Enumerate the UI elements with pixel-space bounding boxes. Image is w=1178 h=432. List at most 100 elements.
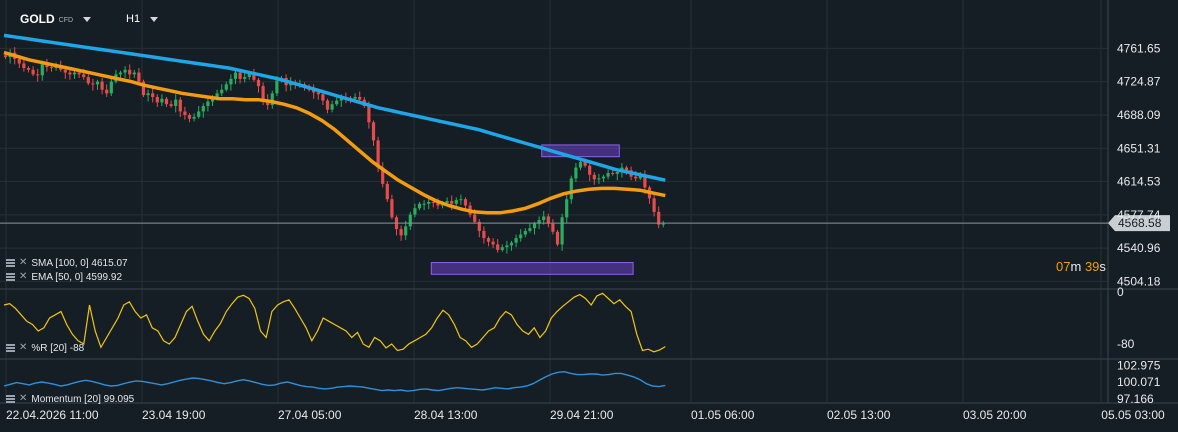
williams-r-line — [3, 292, 666, 353]
candle — [151, 93, 155, 97]
highlight-box — [541, 144, 620, 158]
candle — [275, 80, 279, 94]
candle — [574, 167, 578, 179]
candle — [519, 234, 523, 239]
candle — [123, 69, 127, 73]
candle — [431, 201, 435, 203]
candle — [132, 72, 136, 75]
chevron-down-icon[interactable] — [83, 16, 92, 22]
candle — [335, 100, 339, 105]
candle — [597, 178, 601, 180]
candle — [528, 228, 532, 231]
momentum-axis-tick: 100.071 — [1117, 375, 1161, 389]
candle — [560, 217, 564, 245]
momentum-legend: ✕ Momentum [20] 99.095 — [6, 393, 134, 405]
time-axis-tick: 03.05 20:00 — [963, 408, 1027, 422]
symbol-selector[interactable]: GOLD CFD — [20, 10, 92, 28]
candle — [261, 86, 265, 100]
candle — [233, 72, 238, 79]
candle — [178, 99, 182, 112]
candle — [657, 211, 661, 225]
candle — [118, 72, 123, 75]
timeframe-selector[interactable]: H1 — [126, 10, 159, 28]
candle — [477, 221, 481, 231]
countdown-minutes-unit: m — [1070, 259, 1082, 274]
candle — [404, 226, 408, 236]
time-axis-tick: 28.04 13:00 — [414, 408, 478, 422]
close-icon[interactable]: ✕ — [19, 393, 28, 404]
time-axis-tick: 05.05 03:00 — [1101, 408, 1165, 422]
countdown-seconds: 39 — [1084, 259, 1100, 274]
price-axis-tick: 4540.96 — [1117, 241, 1161, 255]
candle — [482, 230, 486, 239]
settings-menu-icon[interactable] — [6, 273, 15, 281]
time-axis-tick: 29.04 21:00 — [550, 408, 614, 422]
candle — [611, 172, 615, 174]
candle — [523, 230, 527, 235]
candle — [399, 229, 403, 236]
candle — [312, 89, 316, 93]
candle — [86, 77, 90, 84]
candle — [82, 74, 86, 78]
candle — [408, 214, 412, 227]
candle — [390, 199, 394, 218]
candle — [661, 223, 665, 225]
candle — [643, 174, 647, 188]
candle — [376, 140, 380, 168]
candle — [220, 89, 224, 94]
candle — [491, 241, 495, 245]
close-icon[interactable]: ✕ — [19, 257, 28, 268]
candle — [367, 106, 371, 123]
candle — [588, 165, 592, 175]
close-icon[interactable]: ✕ — [19, 271, 28, 282]
candle — [174, 99, 178, 107]
candle — [385, 183, 389, 200]
candle — [358, 96, 362, 100]
candle — [532, 223, 537, 229]
highlight-box — [430, 262, 634, 275]
chevron-down-icon[interactable] — [150, 16, 159, 22]
candle — [192, 116, 196, 119]
settings-menu-icon[interactable] — [6, 395, 15, 403]
candle — [371, 122, 376, 141]
candle — [206, 101, 210, 107]
candle — [634, 176, 638, 179]
time-axis-tick: 02.05 13:00 — [827, 408, 891, 422]
close-icon[interactable]: ✕ — [19, 342, 28, 353]
candle — [445, 201, 449, 203]
candle — [105, 89, 109, 94]
candle — [555, 231, 560, 245]
candle — [615, 172, 619, 174]
candle — [22, 63, 26, 69]
candle — [252, 73, 256, 80]
candle — [146, 93, 150, 96]
candle — [137, 72, 141, 82]
sma-label: SMA [100, 0] 4615.07 — [31, 257, 128, 269]
settings-menu-icon[interactable] — [6, 344, 15, 352]
candle — [509, 242, 514, 246]
candle — [601, 176, 606, 179]
candle — [36, 74, 40, 76]
candle — [578, 162, 583, 168]
candle — [91, 83, 95, 85]
candle — [270, 93, 274, 106]
timeframe-label: H1 — [126, 13, 141, 25]
price-axis-tick: 4504.18 — [1117, 274, 1161, 288]
settings-menu-icon[interactable] — [6, 259, 15, 267]
candle — [592, 174, 596, 180]
candle — [201, 106, 205, 112]
candle — [413, 208, 417, 215]
candle — [417, 203, 422, 209]
momentum-axis-tick: 97.166 — [1117, 392, 1154, 406]
candle — [164, 98, 169, 105]
ema-line — [3, 50, 666, 215]
time-axis-tick: 23.04 19:00 — [142, 408, 206, 422]
williams-r-label: %R [20] -88 — [31, 342, 85, 354]
symbol-name: GOLD — [20, 12, 55, 26]
candle — [128, 69, 132, 75]
price-axis-tick: 4577.74 — [1117, 208, 1161, 222]
sma-legend: ✕ SMA [100, 0] 4615.07 — [6, 257, 128, 269]
candle — [638, 174, 642, 179]
candle — [450, 201, 454, 204]
